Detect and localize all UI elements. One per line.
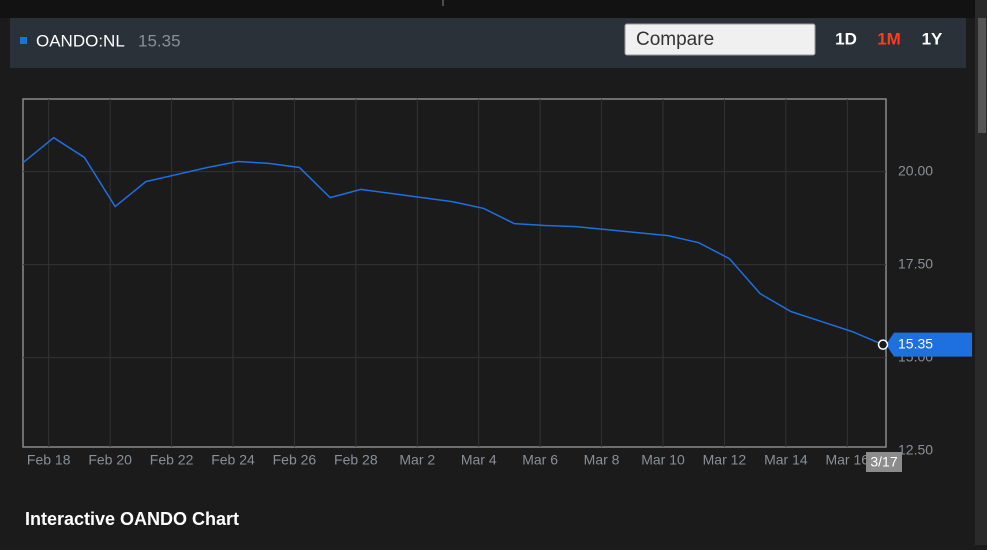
last-value-tag bbox=[886, 332, 972, 357]
x-tick-label: 3/17 bbox=[870, 454, 897, 470]
range-button[interactable]: 1D bbox=[835, 29, 857, 48]
range-button[interactable]: 1M bbox=[877, 29, 901, 48]
header-price: 15.35 bbox=[138, 31, 181, 50]
last-value-label: 15.35 bbox=[898, 335, 933, 351]
range-button[interactable]: 1Y bbox=[922, 29, 943, 48]
x-tick-label: Feb 18 bbox=[27, 452, 71, 468]
x-tick-label: Feb 22 bbox=[150, 452, 194, 468]
compare-input[interactable] bbox=[624, 23, 816, 56]
x-tick-label: Mar 10 bbox=[641, 452, 685, 468]
x-tick-label: Mar 4 bbox=[461, 452, 497, 468]
chart-title: Interactive OANDO Chart bbox=[25, 509, 239, 529]
compare-placeholder[interactable]: Compare bbox=[636, 29, 714, 50]
x-tick-label: Mar 2 bbox=[399, 452, 435, 468]
x-tick-label: Feb 26 bbox=[273, 452, 317, 468]
x-tick-label: Mar 8 bbox=[584, 452, 620, 468]
x-tick-label: Feb 28 bbox=[334, 452, 378, 468]
plot-frame bbox=[22, 98, 887, 448]
x-tick-label: Mar 12 bbox=[703, 452, 747, 468]
price-line bbox=[22, 136, 884, 346]
y-tick-label: 12.50 bbox=[898, 441, 933, 457]
scrollbar[interactable] bbox=[975, 0, 987, 545]
x-tick-label: Feb 20 bbox=[88, 452, 132, 468]
top-strip bbox=[0, 0, 987, 18]
legend-swatch bbox=[20, 37, 27, 44]
y-tick-label: 20.00 bbox=[898, 162, 933, 178]
x-tick-label: Mar 16 bbox=[825, 452, 869, 468]
last-date-box bbox=[866, 452, 902, 472]
y-tick-label: 17.50 bbox=[898, 255, 933, 271]
scrollbar-thumb[interactable] bbox=[978, 18, 986, 133]
ticker: OANDO:NL bbox=[36, 31, 125, 50]
x-tick-label: Feb 24 bbox=[211, 452, 255, 468]
last-point bbox=[877, 339, 889, 350]
x-tick-label: Mar 6 bbox=[522, 452, 558, 468]
x-tick-label: Mar 14 bbox=[764, 452, 808, 468]
